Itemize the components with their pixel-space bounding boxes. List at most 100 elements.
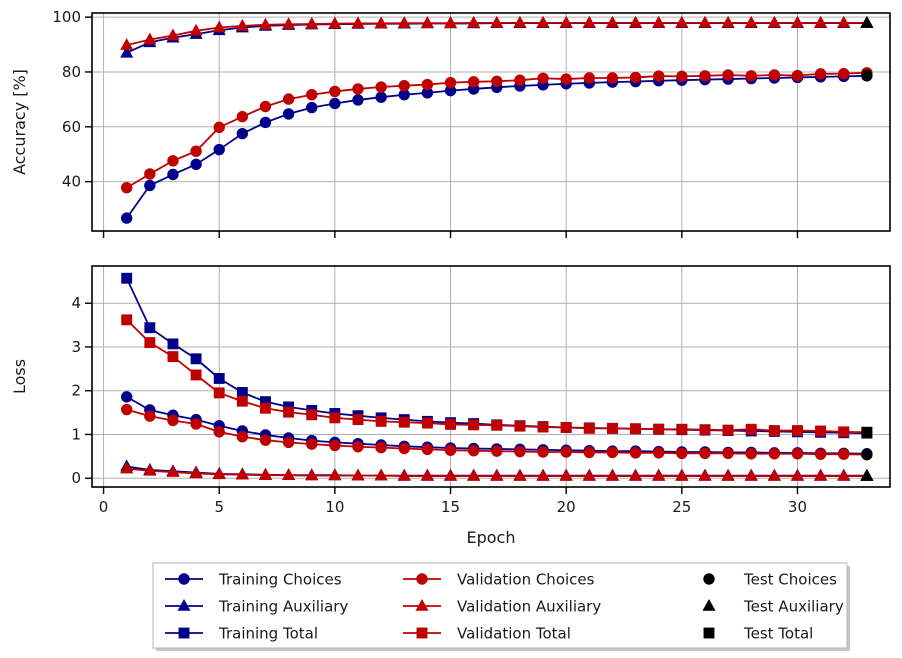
accuracy-point-validation-auxiliary	[166, 28, 180, 41]
loss-point-training-total	[144, 322, 156, 334]
loss-point-validation-total	[398, 416, 410, 428]
loss-point-training-total	[167, 338, 179, 350]
legend-label: Test Auxiliary	[743, 598, 844, 616]
accuracy-point-validation-auxiliary	[212, 20, 226, 33]
accuracy-point-validation-choices	[375, 81, 387, 93]
loss-ytick-label: 2	[71, 382, 81, 400]
loss-point-validation-total	[121, 314, 133, 326]
loss-point-validation-total	[421, 417, 433, 429]
accuracy-point-validation-choices	[167, 155, 179, 167]
loss-point-validation-total	[329, 412, 341, 424]
accuracy-point-validation-auxiliary	[582, 15, 596, 28]
accuracy-point-validation-choices	[699, 70, 711, 82]
accuracy-point-validation-auxiliary	[328, 16, 342, 29]
legend-entry-test-total: Test Total	[703, 625, 813, 643]
accuracy-point-training-choices	[213, 143, 225, 156]
loss-point-validation-total	[537, 421, 549, 433]
accuracy-point-validation-auxiliary	[513, 15, 527, 28]
legend-label: Test Total	[743, 625, 813, 643]
loss-point-validation-total	[167, 351, 179, 363]
accuracy-y-axis-label: Accuracy [%]	[10, 69, 29, 175]
loss-point-validation-auxiliary	[189, 466, 203, 479]
loss-point-validation-choices	[375, 441, 387, 454]
loss-point-validation-auxiliary	[721, 469, 735, 481]
loss-point-validation-choices	[144, 410, 156, 422]
legend-marker-validation-auxiliary	[415, 598, 429, 611]
accuracy-point-training-choices	[259, 116, 272, 129]
loss-point-validation-total	[653, 423, 665, 435]
accuracy-series-test-choices	[861, 69, 873, 81]
loss-point-validation-auxiliary	[744, 469, 758, 481]
accuracy-point-validation-auxiliary	[814, 15, 828, 28]
accuracy-point-validation-auxiliary	[189, 23, 203, 36]
accuracy-point-validation-choices	[190, 145, 202, 157]
accuracy-point-validation-choices	[652, 70, 665, 82]
loss-ytick-label: 3	[71, 338, 81, 356]
loss-point-validation-choices	[352, 441, 364, 453]
accuracy-point-training-choices	[190, 158, 202, 171]
legend-marker-training-auxiliary	[177, 598, 191, 611]
loss-point-validation-auxiliary	[790, 469, 805, 481]
accuracy-point-validation-auxiliary	[698, 15, 712, 28]
loss-point-validation-auxiliary	[467, 469, 481, 481]
legend-label: Training Choices	[218, 571, 342, 589]
legend-entry-training-auxiliary: Training Auxiliary	[165, 598, 348, 616]
loss-point-validation-auxiliary	[305, 468, 319, 481]
loss-xtick-label: 5	[214, 498, 224, 516]
legend-marker-test-choices	[703, 573, 715, 585]
loss-point-training-choices	[120, 391, 133, 403]
accuracy-point-validation-choices	[838, 67, 850, 80]
accuracy-point-training-auxiliary	[120, 45, 134, 58]
accuracy-point-validation-choices	[514, 74, 526, 86]
loss-point-validation-auxiliary	[282, 468, 296, 480]
legend-marker-validation-total	[416, 627, 428, 639]
loss-y-axis-label: Loss	[10, 359, 29, 394]
loss-point-validation-total	[722, 424, 734, 436]
loss-point-validation-total	[260, 402, 271, 414]
loss-point-validation-choices	[491, 445, 503, 457]
accuracy-point-training-choices	[329, 97, 341, 110]
accuracy-ytick-label: 100	[52, 8, 81, 26]
accuracy-point-validation-auxiliary	[143, 32, 157, 45]
loss-point-validation-total	[352, 414, 364, 426]
accuracy-point-training-choices	[167, 168, 179, 181]
loss-point-validation-total	[699, 424, 711, 436]
loss-point-validation-choices	[467, 444, 480, 457]
loss-point-validation-auxiliary	[490, 469, 504, 481]
loss-point-validation-total	[213, 387, 225, 399]
accuracy-point-validation-choices	[560, 73, 572, 85]
loss-point-validation-auxiliary	[443, 469, 458, 481]
accuracy-point-test-auxiliary	[860, 15, 874, 28]
loss-point-validation-auxiliary	[675, 469, 689, 481]
accuracy-point-validation-auxiliary	[374, 16, 388, 29]
accuracy-point-training-choices	[352, 94, 364, 106]
legend-entry-training-total: Training Total	[165, 625, 318, 643]
loss-point-validation-auxiliary	[397, 469, 411, 481]
loss-point-validation-choices	[583, 446, 596, 459]
loss-point-validation-choices	[629, 447, 642, 459]
loss-series-test-choices	[861, 448, 873, 461]
loss-point-validation-auxiliary	[837, 469, 851, 481]
legend: Training Choices Training Auxiliary Traini…	[152, 562, 850, 651]
loss-point-validation-total	[306, 409, 318, 421]
accuracy-point-training-choices	[375, 91, 387, 103]
loss-point-validation-choices	[213, 426, 225, 438]
legend-box	[152, 562, 848, 649]
loss-point-training-total	[121, 272, 133, 284]
loss-point-validation-choices	[606, 446, 619, 459]
loss-point-validation-total	[768, 425, 780, 436]
accuracy-point-validation-choices	[306, 89, 318, 101]
accuracy-point-training-choices	[144, 179, 156, 192]
loss-point-validation-choices	[259, 434, 272, 446]
loss-point-validation-auxiliary	[536, 469, 550, 481]
accuracy-point-validation-choices	[144, 168, 156, 180]
accuracy-point-validation-choices	[467, 76, 480, 88]
loss-point-validation-auxiliary	[120, 461, 134, 474]
accuracy-point-validation-auxiliary	[490, 15, 504, 28]
loss-point-validation-auxiliary	[513, 469, 527, 481]
accuracy-point-validation-choices	[583, 72, 596, 84]
loss-point-validation-choices	[745, 448, 757, 460]
loss-point-validation-auxiliary	[351, 468, 365, 481]
